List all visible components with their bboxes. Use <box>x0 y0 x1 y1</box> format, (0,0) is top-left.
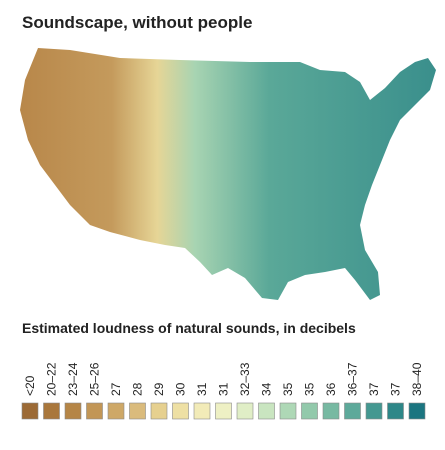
legend-label: <20 <box>23 375 37 396</box>
legend-swatch <box>193 402 211 420</box>
legend-swatch <box>150 402 168 420</box>
legend-swatch <box>387 402 404 420</box>
map-title: Soundscape, without people <box>22 13 252 32</box>
legend-label: 30 <box>174 382 188 396</box>
legend-swatch <box>322 402 340 420</box>
legend-label: 36 <box>324 382 338 396</box>
legend-swatch <box>279 402 297 420</box>
legend-swatch <box>107 402 125 420</box>
legend-label: 35 <box>281 382 295 396</box>
legend-swatch <box>21 402 39 420</box>
legend-swatch <box>258 402 275 420</box>
legend-swatch <box>344 402 361 420</box>
legend-label: 37 <box>389 382 403 396</box>
legend: <20 20–22 23–24 25–26 27 28 29 30 31 31 32–33 34 35 3… <box>21 362 426 420</box>
legend-label: 27 <box>109 382 123 396</box>
legend-label: 35 <box>303 382 317 396</box>
legend-swatch <box>64 402 82 420</box>
legend-label: 25–26 <box>88 362 102 396</box>
legend-swatch <box>86 402 103 420</box>
legend-swatch <box>236 402 254 420</box>
legend-title: Estimated loudness of natural sounds, in… <box>22 320 356 336</box>
us-map <box>20 48 436 300</box>
legend-label: 31 <box>217 382 231 396</box>
legend-label: 29 <box>152 382 166 396</box>
legend-swatch <box>172 402 189 420</box>
legend-label: 31 <box>195 382 209 396</box>
legend-label: 32–33 <box>238 362 252 396</box>
legend-label: 34 <box>260 382 274 396</box>
legend-swatch <box>129 402 146 420</box>
legend-label: 37 <box>367 382 381 396</box>
legend-swatch <box>408 402 426 420</box>
legend-swatch <box>301 402 318 420</box>
legend-swatch <box>215 402 232 420</box>
legend-label: 38–40 <box>410 362 424 396</box>
legend-label: 20–22 <box>45 362 59 396</box>
legend-label: 36–37 <box>346 362 360 396</box>
legend-swatch <box>365 402 383 420</box>
legend-swatch <box>43 402 60 420</box>
legend-label: 28 <box>131 382 145 396</box>
legend-label: 23–24 <box>66 362 80 396</box>
